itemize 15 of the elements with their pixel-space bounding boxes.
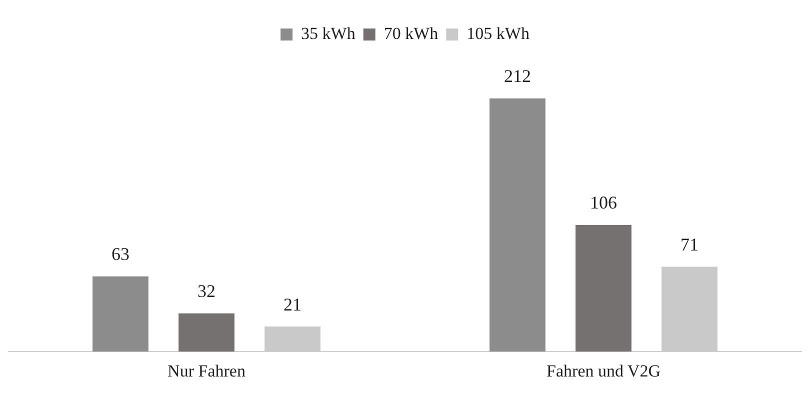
data-label: 21 xyxy=(284,294,302,314)
data-label: 63 xyxy=(111,244,130,264)
data-label: 106 xyxy=(590,192,617,213)
bar xyxy=(490,98,546,352)
x-tick-label: Nur Fahren xyxy=(168,361,246,380)
data-label: 71 xyxy=(680,234,699,255)
bar xyxy=(92,276,148,352)
x-tick-label: Fahren und V2G xyxy=(546,361,660,380)
legend-label: 35 kWh xyxy=(301,24,356,43)
data-label: 212 xyxy=(504,66,531,86)
bar xyxy=(178,313,234,352)
legend-label: 70 kWh xyxy=(384,24,439,43)
legend-label: 105 kWh xyxy=(466,24,530,43)
data-label: 32 xyxy=(198,281,216,302)
bar xyxy=(576,224,632,352)
